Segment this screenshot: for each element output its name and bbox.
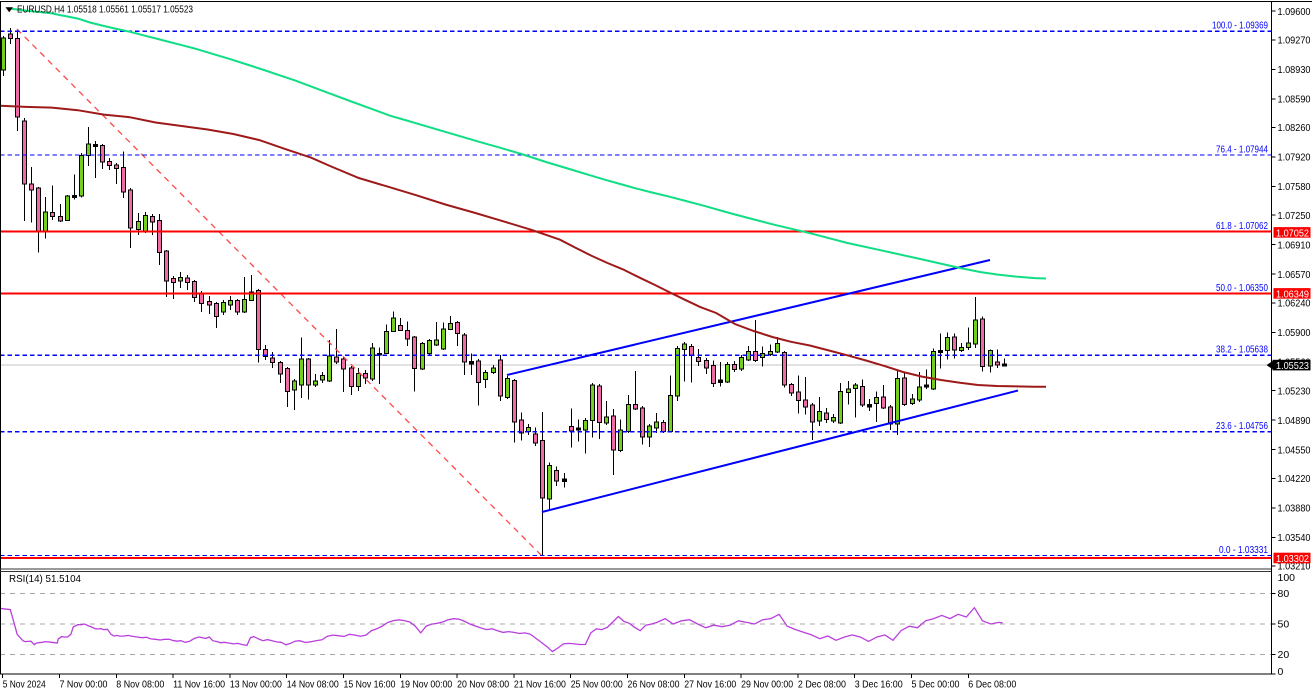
svg-text:1.06910: 1.06910 [1278,239,1311,251]
svg-text:1.07920: 1.07920 [1278,152,1311,164]
svg-text:1.04550: 1.04550 [1278,444,1311,456]
svg-text:1.05900: 1.05900 [1278,327,1311,339]
svg-text:20 Nov 08:00: 20 Nov 08:00 [457,679,509,691]
svg-text:1.09600: 1.09600 [1278,6,1311,18]
svg-text:1.09270: 1.09270 [1278,35,1311,47]
svg-text:8 Nov 08:00: 8 Nov 08:00 [116,679,164,691]
svg-text:1.06570: 1.06570 [1278,269,1311,281]
svg-text:1.07250: 1.07250 [1278,210,1311,222]
svg-text:5 Dec 00:00: 5 Dec 00:00 [912,679,960,691]
svg-text:6 Dec 08:00: 6 Dec 08:00 [968,679,1016,691]
svg-text:38.2 - 1.05638: 38.2 - 1.05638 [1216,344,1268,356]
svg-text:14 Nov 08:00: 14 Nov 08:00 [287,679,339,691]
svg-text:100: 100 [1278,572,1296,584]
svg-text:7 Nov 00:00: 7 Nov 00:00 [60,679,108,691]
svg-text:61.8 - 1.07062: 61.8 - 1.07062 [1216,220,1268,232]
svg-text:29 Nov 00:00: 29 Nov 00:00 [741,679,793,691]
svg-text:1.07052: 1.07052 [1276,227,1309,239]
svg-text:0.0 - 1.03331: 0.0 - 1.03331 [1219,544,1268,556]
svg-text:1.08590: 1.08590 [1278,94,1311,106]
svg-text:1.07580: 1.07580 [1278,181,1311,193]
svg-text:23.6 - 1.04756: 23.6 - 1.04756 [1216,420,1268,432]
svg-text:1.06349: 1.06349 [1276,288,1309,300]
svg-text:11 Nov 16:00: 11 Nov 16:00 [173,679,225,691]
svg-text:EURUSD,H4 1.05518 1.05561 1.0: EURUSD,H4 1.05518 1.05561 1.05517 1.0552… [17,4,193,16]
svg-text:1.04220: 1.04220 [1278,473,1311,485]
svg-text:76.4 - 1.07944: 76.4 - 1.07944 [1216,143,1268,155]
svg-text:RSI(14) 51.5104: RSI(14) 51.5104 [9,573,81,585]
svg-text:1.03540: 1.03540 [1278,532,1311,544]
svg-text:1.06240: 1.06240 [1278,298,1311,310]
svg-text:3 Dec 16:00: 3 Dec 16:00 [855,679,903,691]
svg-text:1.03302: 1.03302 [1276,553,1309,565]
svg-text:1.03210: 1.03210 [1278,561,1311,573]
svg-text:27 Nov 16:00: 27 Nov 16:00 [684,679,736,691]
svg-text:2 Dec 08:00: 2 Dec 08:00 [798,679,846,691]
svg-text:80: 80 [1278,588,1290,600]
svg-text:50.0 - 1.06350: 50.0 - 1.06350 [1216,282,1268,294]
svg-text:26 Nov 08:00: 26 Nov 08:00 [628,679,680,691]
svg-text:1.05230: 1.05230 [1278,385,1311,397]
svg-text:13 Nov 00:00: 13 Nov 00:00 [230,679,282,691]
svg-text:1.03880: 1.03880 [1278,503,1311,515]
svg-text:20: 20 [1278,649,1290,661]
svg-text:19 Nov 00:00: 19 Nov 00:00 [400,679,452,691]
svg-text:15 Nov 16:00: 15 Nov 16:00 [344,679,396,691]
svg-text:100.0 - 1.09369: 100.0 - 1.09369 [1212,20,1268,32]
svg-text:21 Nov 16:00: 21 Nov 16:00 [514,679,566,691]
svg-text:25 Nov 00:00: 25 Nov 00:00 [571,679,623,691]
svg-text:1.05523: 1.05523 [1276,360,1309,372]
svg-text:5 Nov 2024: 5 Nov 2024 [3,679,46,691]
svg-text:50: 50 [1278,619,1290,631]
svg-text:1.08260: 1.08260 [1278,122,1311,134]
svg-text:1.04890: 1.04890 [1278,415,1311,427]
svg-text:1.08930: 1.08930 [1278,64,1311,76]
svg-text:0: 0 [1278,666,1284,678]
